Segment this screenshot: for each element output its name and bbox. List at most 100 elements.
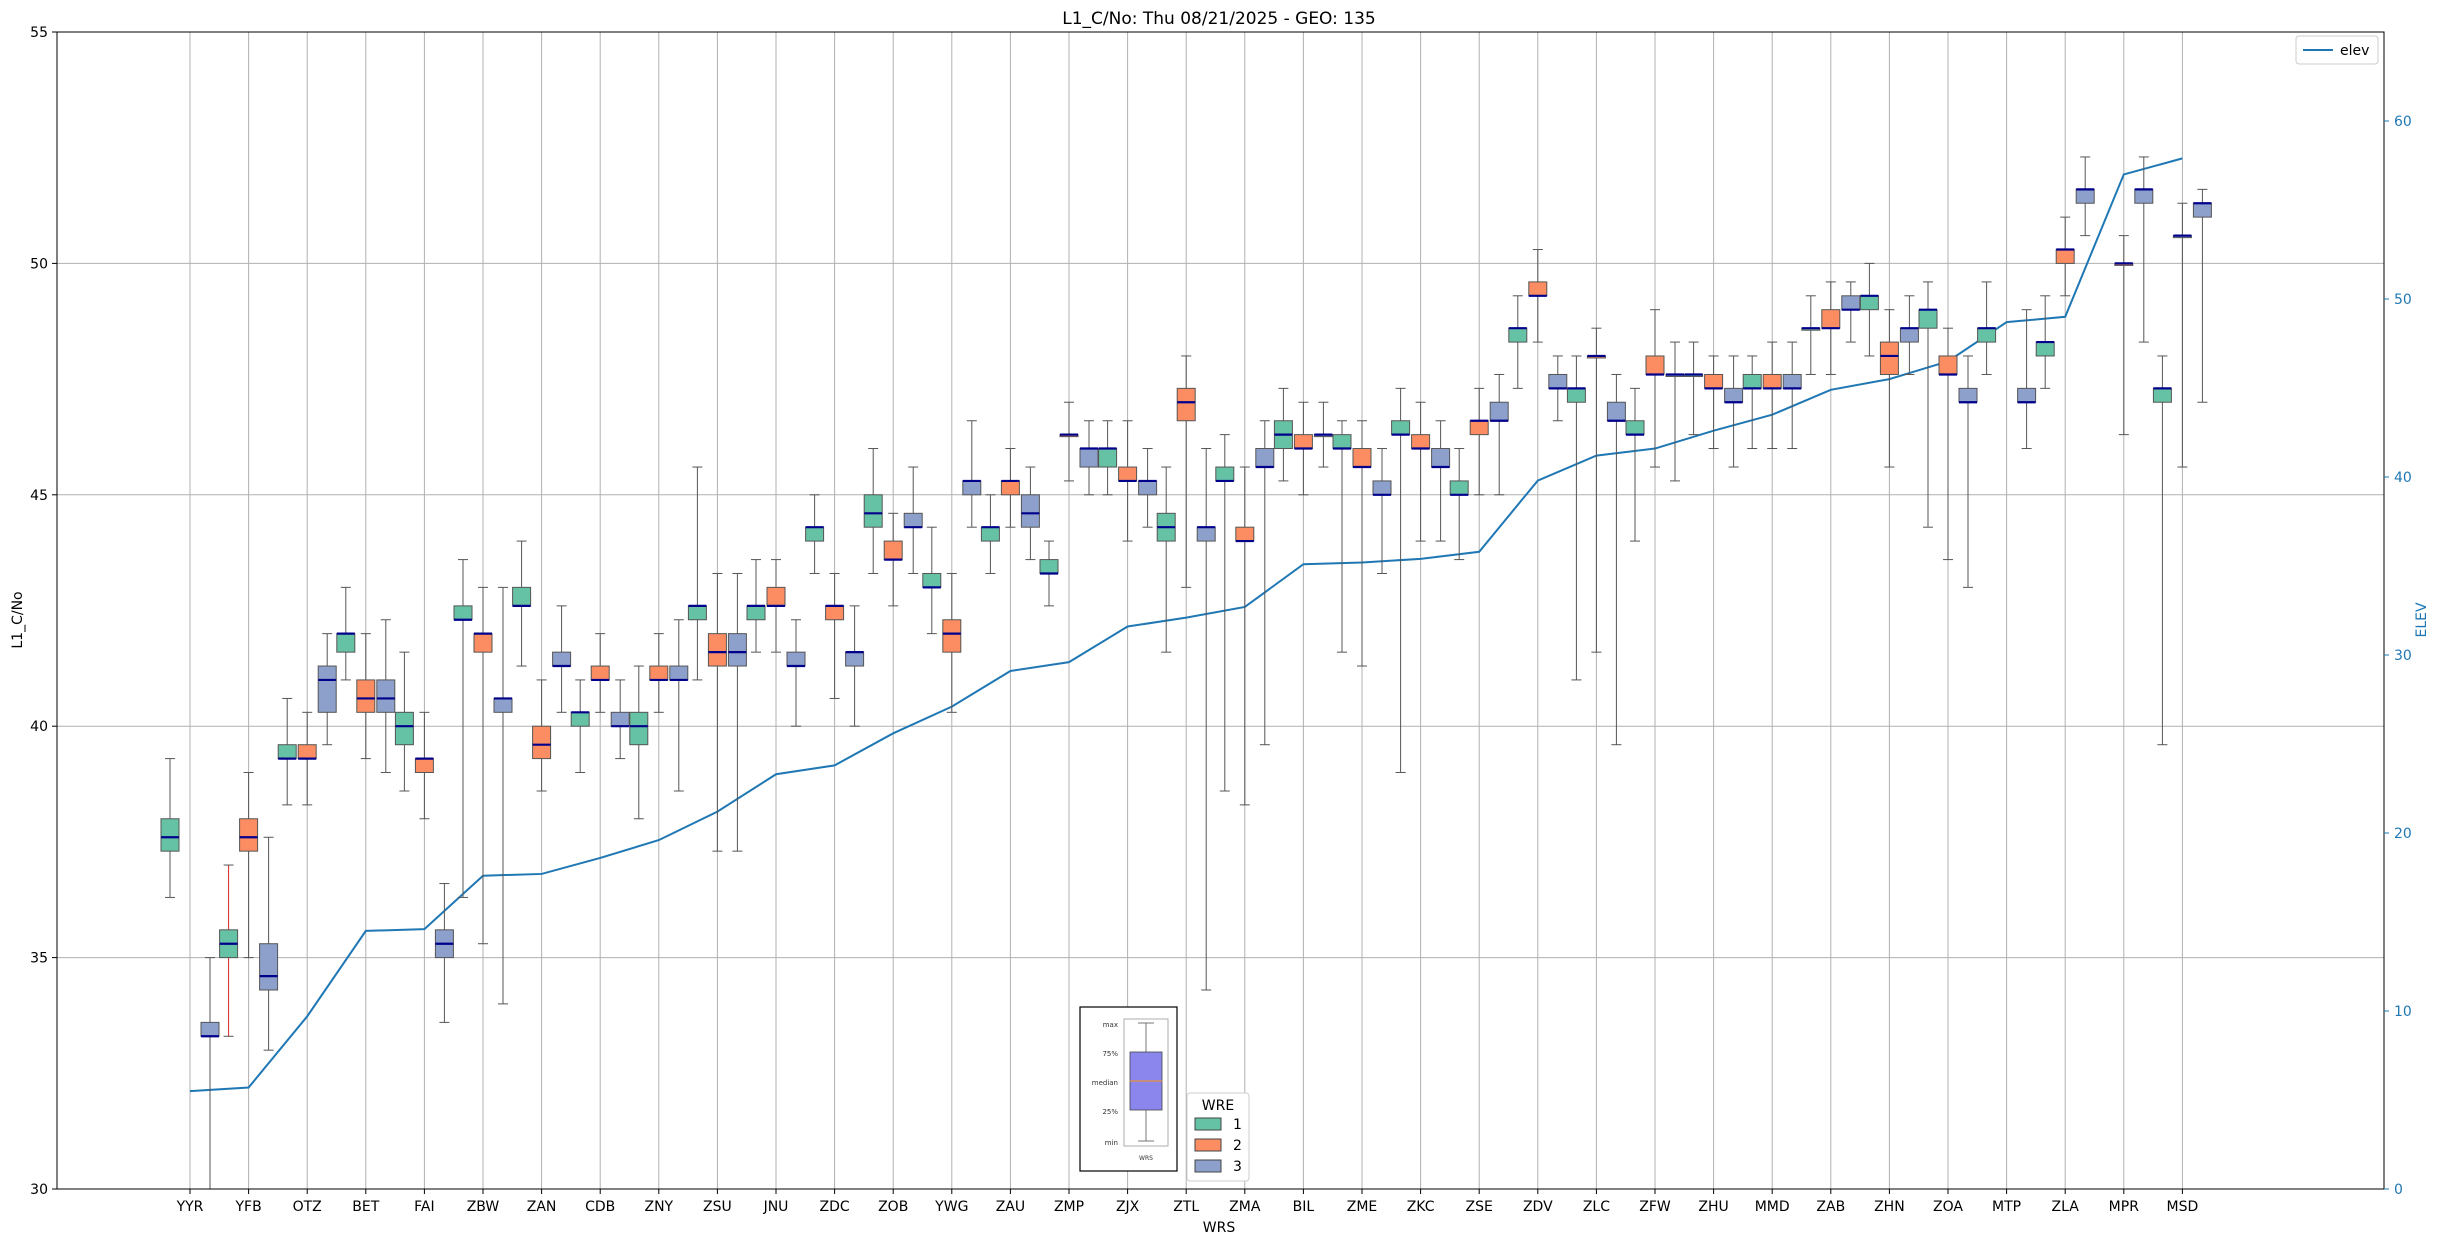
wre-1-box-zau [980, 494, 1000, 574]
x-tick-label: BET [352, 1199, 379, 1215]
box-iqr [1782, 373, 1802, 389]
wre-1-box-zla [2035, 295, 2055, 389]
wre-3-box-ztl [1196, 448, 1216, 991]
wre-3-box-zob [903, 466, 923, 574]
x-axis-label: WRS [1203, 1220, 1236, 1236]
wre-2-box-jnu [766, 559, 786, 653]
wre-1-box-mmd [1742, 355, 1762, 450]
wre-1-box-zdv [1508, 295, 1528, 389]
elev-series-line [189, 157, 2183, 1093]
box-iqr [845, 651, 865, 667]
x-tick-label: FAI [414, 1199, 434, 1215]
wre-3-box-zme [1372, 448, 1392, 574]
box-iqr [356, 679, 376, 713]
box-iqr [200, 1021, 220, 1037]
wre-3-box-zhu [1724, 355, 1744, 468]
elev-layer [189, 157, 2183, 1093]
box-iqr [1879, 341, 1899, 375]
box-iqr [1762, 373, 1782, 389]
box-iqr [570, 711, 590, 727]
x-tick-label: MPR [2109, 1199, 2140, 1215]
box-iqr [453, 605, 473, 621]
wre-2-box-zhn [1879, 309, 1899, 468]
box-iqr [532, 725, 552, 760]
wre-3-box-zkc [1431, 420, 1451, 542]
box-iqr [1528, 281, 1548, 297]
wre-3-box-fai [434, 883, 454, 1023]
x-tick-label: MSD [2167, 1199, 2199, 1215]
box-iqr [473, 633, 493, 653]
wre-3-box-cdb [610, 679, 630, 760]
wre-2-box-bil [1293, 401, 1313, 496]
wre-1-box-zhu [1684, 341, 1704, 436]
wre-1-box-zau2 [1039, 540, 1059, 607]
y2-tick-label: 40 [2394, 470, 2412, 486]
wre-1-box-yfb [219, 864, 239, 1037]
axis-layer: 30 35 40 45 50 55 0 10 20 30 40 50 60 YYR YFB OTZ BET FAI… [30, 25, 2412, 1215]
box-iqr [707, 633, 727, 667]
wre-3-box-zbw [493, 586, 513, 1005]
x-tick-label: MMD [1755, 1199, 1790, 1215]
box-iqr [1449, 480, 1469, 496]
y2-axis-label: ELEV [2414, 602, 2430, 637]
wre-legend: WRE 1 2 3 [1186, 1092, 1250, 1182]
wre-3-box-yfb [259, 836, 279, 1051]
box-iqr [1606, 401, 1626, 422]
wre-3-box-jnu [786, 619, 806, 727]
plot-frame [56, 31, 2385, 1190]
wre-3-box-mpr [2134, 156, 2154, 343]
wre-1-box-otz [277, 697, 297, 806]
box-iqr [1235, 526, 1255, 542]
box-iqr [883, 540, 903, 561]
box-iqr [1118, 466, 1138, 482]
wre-2-box-zlc [1586, 327, 1606, 653]
box-iqr [317, 665, 337, 713]
wre-1-box-bil [1273, 387, 1293, 482]
wre-2-box-ztl [1176, 355, 1196, 588]
wre-3-box-msd [2172, 202, 2192, 468]
box-iqr [376, 679, 396, 713]
box-iqr [1508, 327, 1528, 343]
wre-3-box-yyr [200, 957, 220, 1190]
x-tick-label: ZSU [703, 1199, 732, 1215]
wre-1-box-zme [1332, 420, 1352, 653]
box-iqr [1372, 480, 1392, 496]
x-tick-label: CDB [585, 1199, 615, 1215]
box-iqr [1391, 420, 1411, 436]
x-tick-label: ZAN [527, 1199, 557, 1215]
wre-2-box-zkc [1411, 401, 1431, 542]
x-tick-label: ZMP [1054, 1199, 1084, 1215]
wre-1-box-zjx [1098, 420, 1118, 496]
wre-1-box-zbw [453, 559, 473, 898]
wre-3-box-zan [552, 605, 572, 713]
wre-1-box-mtp [1977, 281, 1997, 375]
box-iqr [552, 651, 572, 667]
y2-tick-label: 60 [2394, 114, 2412, 130]
box-iqr [805, 526, 825, 542]
box-iqr [1704, 373, 1724, 389]
wre-1-swatch-icon [1194, 1117, 1222, 1131]
box-iqr [259, 943, 279, 991]
wre-1-box-bet [336, 586, 356, 681]
x-tick-label: ZMA [1229, 1199, 1261, 1215]
elev-legend-label: elev [2340, 43, 2369, 59]
box-iqr [1859, 295, 1879, 311]
x-tick-label: YFB [234, 1199, 261, 1215]
box-iqr [297, 744, 317, 760]
box-iqr [1020, 494, 1040, 528]
y-tick-label: 55 [30, 25, 48, 41]
x-tick-label: ZFW [1639, 1199, 1671, 1215]
wre-1-box-fai [394, 651, 414, 792]
box-iqr [414, 758, 434, 773]
box-iqr [786, 651, 806, 667]
wre-3-box-zsu [727, 572, 747, 852]
box-iqr [1645, 355, 1665, 375]
x-tick-label: ZOA [1933, 1199, 1963, 1215]
x-tick-label: ZSE [1466, 1199, 1493, 1215]
box-iqr [1293, 434, 1313, 450]
box-iqr [1918, 309, 1938, 329]
y2-tick-label: 0 [2394, 1182, 2403, 1198]
wre-3-box-msd_b [2192, 188, 2212, 403]
box-iqr [1431, 448, 1451, 468]
wre-1-box-zsu [687, 466, 707, 681]
